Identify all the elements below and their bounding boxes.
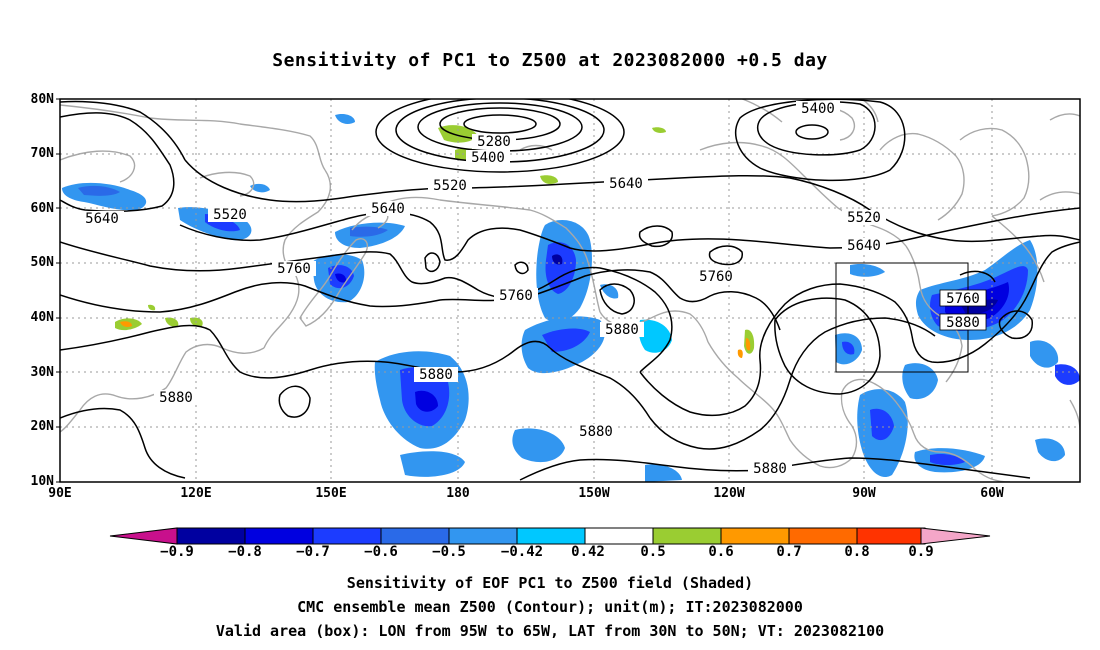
colorbar-high-arrow: [920, 527, 991, 545]
colorbar-bin: [176, 527, 246, 545]
colorbar-bin: [380, 527, 450, 545]
contour-label: 5880: [579, 424, 613, 440]
lat-tick-40n: 40N: [30, 310, 54, 325]
lon-tick-90w: 90W: [852, 486, 876, 501]
contour-label: 5640: [371, 201, 405, 217]
colorbar-label: −0.42: [500, 544, 544, 560]
contour-label: 5760: [499, 288, 533, 304]
colorbar-label: 0.7: [776, 544, 802, 560]
contour-label: 5400: [471, 150, 505, 166]
colorbar-label: −0.6: [364, 544, 398, 560]
z500-contours: [60, 99, 1080, 481]
contour-label: 5760: [699, 269, 733, 285]
contour-label: 5880: [753, 461, 787, 477]
lon-tick-90e: 90E: [48, 486, 72, 501]
colorbar-low-arrow: [109, 527, 178, 545]
contour-label: 5640: [609, 176, 643, 192]
lat-tick-30n: 30N: [30, 365, 54, 380]
lon-tick-150e: 150E: [315, 486, 347, 501]
contour-label: 5760: [277, 261, 311, 277]
colorbar-bin: [448, 527, 518, 545]
colorbar-bin: [788, 527, 858, 545]
colorbar-label: 0.8: [844, 544, 870, 560]
lon-tick-180: 180: [446, 486, 470, 501]
map-frame: [59, 98, 1081, 483]
contour-label: 5880: [419, 367, 453, 383]
lat-tick-70n: 70N: [30, 146, 54, 161]
lat-tick-60n: 60N: [30, 201, 54, 216]
colorbar-label: −0.9: [160, 544, 194, 560]
lat-tick-10n: 10N: [30, 474, 54, 489]
map-title: Sensitivity of PC1 to Z500 at 2023082000…: [272, 50, 828, 71]
colorbar-label: 0.6: [708, 544, 734, 560]
contour-label: 5280: [477, 134, 511, 150]
colorbar-bin: [516, 527, 586, 545]
contour-label: 5760: [946, 291, 980, 307]
lat-tick-20n: 20N: [30, 419, 54, 434]
contour-label: 5640: [847, 238, 881, 254]
colorbar-bin: [584, 527, 654, 545]
lon-tick-150w: 150W: [578, 486, 610, 501]
contour-label: 5520: [847, 210, 881, 226]
contour-label: 5880: [946, 315, 980, 331]
contour-label: 5520: [213, 207, 247, 223]
lon-tick-120e: 120E: [180, 486, 212, 501]
contour-label: 5400: [801, 101, 835, 117]
colorbar-label: −0.7: [296, 544, 330, 560]
caption-line-2: CMC ensemble mean Z500 (Contour); unit(m…: [297, 598, 803, 616]
colorbar-bin: [720, 527, 790, 545]
contour-labels: 5280 5400 5400 5520 5640 5640 5520 5640 …: [80, 101, 987, 477]
colorbar-label: −0.5: [432, 544, 466, 560]
colorbar-bin: [244, 527, 314, 545]
axis-ticks: [56, 98, 60, 483]
colorbar-label: −0.8: [228, 544, 262, 560]
colorbar-bin: [652, 527, 722, 545]
map-area: 5280 5400 5400 5520 5640 5640 5520 5640 …: [60, 99, 1080, 482]
lon-tick-60w: 60W: [980, 486, 1004, 501]
contour-label: 5880: [159, 390, 193, 406]
colorbar-label: 0.9: [908, 544, 934, 560]
colorbar-label: 0.5: [640, 544, 666, 560]
contour-label: 5640: [85, 211, 119, 227]
colorbar: [109, 527, 991, 545]
contour-label: 5520: [433, 178, 467, 194]
caption-line-3: Valid area (box): LON from 95W to 65W, L…: [215, 622, 885, 640]
caption-line-1: Sensitivity of EOF PC1 to Z500 field (Sh…: [346, 574, 754, 592]
lon-tick-120w: 120W: [713, 486, 745, 501]
lat-tick-50n: 50N: [30, 255, 54, 270]
colorbar-label: 0.42: [571, 544, 605, 560]
contour-label: 5880: [605, 322, 639, 338]
colorbar-bin: [856, 527, 926, 545]
colorbar-bin: [312, 527, 382, 545]
lat-tick-80n: 80N: [30, 92, 54, 107]
